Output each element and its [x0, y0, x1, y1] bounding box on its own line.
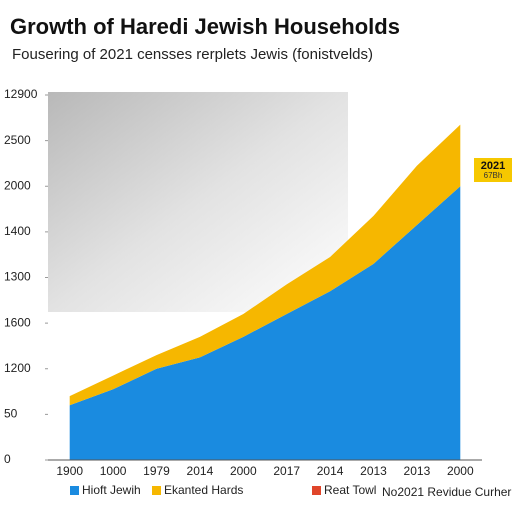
y-tick-label: 50 — [4, 407, 18, 421]
y-tick-label: 0 — [4, 452, 11, 466]
x-tick-label: 2017 — [273, 464, 300, 478]
x-tick-label: 2014 — [317, 464, 344, 478]
x-tick-label: 1979 — [143, 464, 170, 478]
y-tick-label: 1300 — [4, 270, 31, 284]
y-tick-label: 1200 — [4, 361, 31, 375]
legend-swatch — [152, 486, 161, 495]
legend-swatch — [70, 486, 79, 495]
area — [69, 186, 461, 460]
annotation-label: 2021 — [481, 160, 505, 172]
chart-subtitle: Fousering of 2021 censses rerplets Jewis… — [12, 46, 373, 63]
legend-label: Hioft Jewih — [82, 483, 141, 497]
x-tick-label: 2013 — [360, 464, 387, 478]
y-tick-label: 1400 — [4, 224, 31, 238]
x-tick-label: 1000 — [100, 464, 127, 478]
x-tick-label: 2000 — [447, 464, 474, 478]
footnote: No2021 Revidue Curher — [382, 485, 511, 499]
legend-label: Ekanted Hards — [164, 483, 243, 497]
annotation-box — [474, 158, 512, 182]
y-tick-label: 2500 — [4, 133, 31, 147]
background-photo — [48, 92, 348, 312]
x-tick-label: 2013 — [404, 464, 431, 478]
y-tick-label: 1600 — [4, 315, 31, 329]
chart-title: Growth of Haredi Jewish Households — [10, 14, 400, 39]
x-tick-label: 2014 — [187, 464, 214, 478]
y-tick-label: 2000 — [4, 178, 31, 192]
annotation-sublabel: 67Bh — [484, 171, 503, 180]
legend-swatch — [312, 486, 321, 495]
legend-label: Reat Towl — [324, 483, 376, 497]
y-tick-label: 12900 — [4, 87, 38, 101]
x-tick-label: 2000 — [230, 464, 257, 478]
x-tick-label: 1900 — [56, 464, 83, 478]
